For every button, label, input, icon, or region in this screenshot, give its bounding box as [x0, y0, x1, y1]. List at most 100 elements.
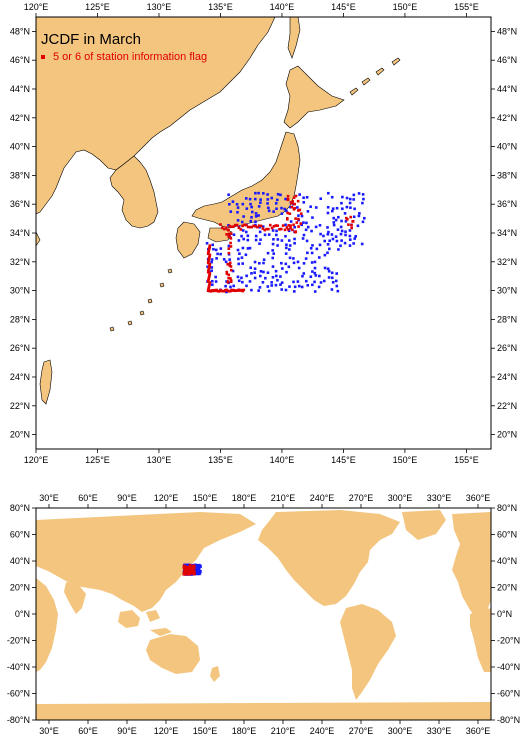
- station-point: [327, 191, 330, 195]
- flagged-station-point: [229, 268, 233, 272]
- global-flagged-station-point: [182, 564, 186, 568]
- greenland: [402, 510, 446, 540]
- flagged-station-point: [254, 225, 257, 228]
- station-point: [244, 197, 248, 200]
- station-point: [254, 234, 258, 238]
- regional-lon-tick-label-top: 150°E: [393, 2, 418, 12]
- station-point: [212, 247, 215, 251]
- station-point: [245, 284, 248, 288]
- station-point: [280, 239, 284, 242]
- map-title: JCDF in March: [41, 31, 141, 48]
- global-lon-tick-label-bottom: 210°E: [271, 726, 296, 736]
- flagged-station-point: [263, 228, 267, 232]
- station-point: [292, 261, 296, 265]
- station-point: [322, 279, 326, 283]
- station-point: [264, 276, 267, 280]
- station-point: [323, 239, 327, 243]
- station-point: [274, 233, 278, 237]
- station-point: [258, 261, 261, 265]
- regional-lat-tick-label-right: 28°N: [497, 314, 517, 324]
- station-point: [283, 207, 287, 211]
- flagged-station-point: [276, 224, 279, 227]
- station-point: [314, 274, 318, 277]
- global-flagged-station-point: [184, 572, 188, 576]
- station-point: [225, 290, 228, 294]
- regional-lon-tick-label-bottom: 145°E: [331, 455, 356, 465]
- station-point: [279, 193, 282, 197]
- regional-lat-tick-label-left: 20°N: [10, 430, 30, 440]
- flagged-station-point: [280, 227, 283, 231]
- station-point: [327, 269, 331, 273]
- regional-lat-tick-label-left: 22°N: [10, 401, 30, 411]
- flagged-station-point: [239, 228, 243, 231]
- station-point: [267, 209, 271, 213]
- station-point: [253, 197, 257, 201]
- europe-africa-east: [452, 512, 491, 620]
- station-point: [276, 244, 279, 247]
- flagged-station-point: [349, 215, 353, 219]
- station-point: [261, 225, 265, 228]
- taiwan-island: [39, 359, 53, 405]
- station-point: [270, 281, 273, 284]
- global-flagged-station-point: [188, 564, 192, 568]
- station-point: [348, 234, 352, 238]
- station-point: [276, 238, 280, 241]
- station-point: [236, 211, 239, 214]
- station-point: [284, 288, 288, 292]
- flagged-station-point: [274, 224, 278, 227]
- station-point: [319, 281, 323, 284]
- regional-lat-tick-label-left: 42°N: [10, 113, 30, 123]
- station-point: [242, 237, 245, 241]
- station-point: [249, 202, 252, 206]
- station-point: [266, 251, 270, 255]
- flagged-station-point: [233, 223, 237, 227]
- station-point: [340, 201, 343, 205]
- global-lat-tick-label-left: -60°N: [7, 689, 30, 699]
- station-point: [287, 265, 291, 269]
- station-point: [214, 275, 217, 279]
- global-lon-tick-label-bottom: 150°E: [193, 726, 218, 736]
- flagged-station-point: [208, 244, 212, 247]
- station-point: [298, 193, 301, 196]
- station-point: [227, 193, 230, 197]
- station-point: [284, 234, 287, 238]
- flagged-station-point: [208, 272, 212, 275]
- station-point: [280, 281, 284, 284]
- station-point: [313, 271, 317, 275]
- station-point: [232, 284, 235, 288]
- flagged-station-point: [296, 199, 300, 203]
- regional-lat-tick-label-left: 26°N: [10, 343, 30, 353]
- station-point: [344, 220, 348, 223]
- station-point: [219, 252, 222, 256]
- station-point: [240, 276, 243, 280]
- station-point: [214, 280, 218, 283]
- regional-lat-tick-label-right: 34°N: [497, 228, 517, 238]
- flagged-station-point: [208, 281, 212, 284]
- global-lat-tick-label-right: -40°N: [497, 662, 520, 672]
- flagged-station-point: [235, 223, 239, 227]
- flagged-station-point: [232, 225, 235, 228]
- global-lon-tick-label-top: 90°E: [117, 493, 137, 503]
- station-point: [330, 276, 334, 280]
- flagged-station-point: [290, 205, 294, 209]
- station-point: [304, 257, 308, 260]
- global-flagged-station-point: [191, 571, 195, 575]
- flagged-station-point: [242, 288, 246, 292]
- regional-map: JCDF in March 5 or 6 of station informat…: [10, 2, 517, 465]
- station-point: [262, 192, 265, 195]
- korea-peninsula: [109, 155, 159, 229]
- global-flagged-station-point: [184, 571, 188, 575]
- regional-lon-tick-label-top: 130°E: [147, 2, 172, 12]
- station-point: [215, 257, 218, 260]
- station-point: [296, 260, 300, 264]
- flagged-station-point: [297, 225, 300, 228]
- station-point: [216, 252, 219, 256]
- global-lon-tick-label-top: 180°E: [232, 493, 257, 503]
- flagged-station-point: [292, 196, 296, 200]
- north-america-continent: [258, 510, 400, 606]
- regional-lat-tick-label-left: 28°N: [10, 314, 30, 324]
- station-point: [326, 232, 330, 236]
- flagged-station-point: [281, 224, 285, 227]
- flagged-station-point: [227, 235, 231, 238]
- station-point: [237, 257, 240, 261]
